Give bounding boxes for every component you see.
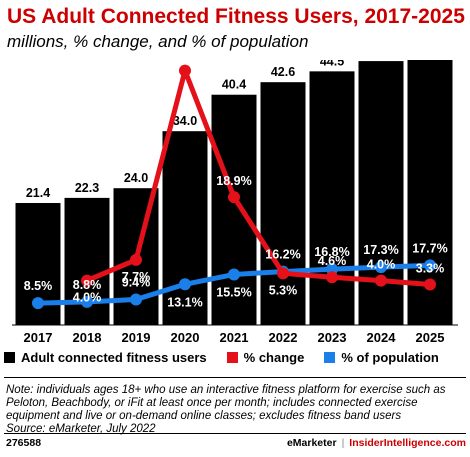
x-tick-2019: 2019	[122, 330, 151, 345]
pop-point-2019	[130, 293, 142, 306]
chg-point-2025	[424, 278, 436, 291]
chart-subtitle: millions, % change, and % of population	[7, 32, 309, 51]
bar-2020	[162, 131, 208, 325]
pop-label-2023: 16.8%	[314, 245, 349, 259]
chg-point-2020	[179, 64, 191, 77]
chg-label-2021: 18.9%	[216, 174, 251, 188]
pop-label-2018: 8.8%	[73, 278, 102, 292]
chg-point-2019	[130, 253, 142, 266]
chg-label-2019: 7.7%	[122, 270, 151, 284]
legend-label-pct-change: % change	[243, 350, 305, 365]
bar-label-2018: 22.3	[75, 181, 99, 195]
pop-label-2021: 15.5%	[216, 285, 251, 299]
x-tick-2018: 2018	[73, 330, 102, 345]
chg-label-2020: 41.5%	[167, 60, 202, 62]
pop-label-2024: 17.3%	[363, 243, 398, 257]
brand-credit: eMarketer | InsiderIntelligence.com	[287, 437, 466, 449]
chg-point-2021	[228, 191, 240, 204]
pop-label-2019: 9.4%	[122, 275, 151, 289]
brand-separator: |	[341, 437, 345, 449]
bar-2022	[260, 82, 306, 326]
legend-item-pct-population: % of population	[324, 350, 439, 365]
chg-label-2024: 4.0%	[367, 258, 396, 272]
source-text: Source: eMarketer, July 2022	[6, 423, 156, 435]
legend-label-bars: Adult connected fitness users	[21, 350, 207, 365]
x-tick-2023: 2023	[318, 330, 347, 345]
combo-chart: 21.4 2017 22.3 2018 24.0 2019 34.0 2020 40.4 2021…	[12, 60, 458, 345]
legend-item-bars: Adult connected fitness users	[4, 350, 207, 365]
chart-title: US Adult Connected Fitness Users, 2017-2…	[7, 5, 465, 28]
chg-point-2022	[277, 267, 289, 280]
pop-point-2021	[228, 268, 240, 281]
x-tick-2017: 2017	[24, 330, 53, 345]
brand-insiderintelligence: InsiderIntelligence.com	[349, 437, 466, 449]
x-tick-2021: 2021	[220, 330, 249, 345]
pop-point-2018	[81, 295, 93, 308]
bar-label-2022: 42.6	[271, 65, 295, 79]
bar-label-2020: 34.0	[173, 114, 197, 128]
x-tick-2024: 2024	[367, 330, 397, 345]
bar-label-2017: 21.4	[26, 186, 50, 200]
chg-label-2018: 4.0%	[73, 291, 102, 305]
chg-label-2023: 4.6%	[318, 254, 347, 268]
pop-label-2025: 17.7%	[412, 241, 447, 255]
chg-point-2023	[326, 271, 338, 284]
bar-2021	[211, 94, 257, 325]
legend-label-pct-population: % of population	[341, 350, 439, 365]
chg-point-2024	[375, 274, 387, 287]
chg-line	[84, 68, 433, 288]
chg-label-2025: 3.3%	[416, 262, 445, 276]
chart-legend: Adult connected fitness users % change %…	[4, 350, 439, 365]
chg-point-2018	[81, 274, 93, 287]
brand-emarketer: eMarketer	[286, 437, 337, 449]
legend-swatch-bars	[4, 352, 15, 363]
x-tick-2025: 2025	[416, 330, 445, 345]
pop-label-2020: 13.1%	[167, 295, 202, 309]
bar-label-2021: 40.4	[222, 78, 246, 92]
note-divider	[4, 377, 466, 378]
bar-label-2019: 24.0	[124, 171, 148, 185]
x-tick-2022: 2022	[269, 330, 298, 345]
pop-label-2022: 16.2%	[265, 248, 300, 262]
x-tick-2020: 2020	[171, 330, 200, 345]
bar-2023	[309, 71, 355, 325]
note-text: Note: individuals ages 18+ who use an in…	[6, 384, 446, 422]
legend-item-pct-change: % change	[226, 350, 305, 365]
pop-point-2024	[375, 261, 387, 274]
pop-label-2017: 8.5%	[24, 279, 53, 293]
pop-point-2020	[179, 278, 191, 291]
chart-note: Note: individuals ages 18+ who use an in…	[6, 384, 466, 436]
legend-swatch-pct-population	[324, 352, 336, 363]
pop-point-2025	[424, 259, 436, 272]
pop-point-2017	[32, 297, 44, 310]
figure-id: 276588	[6, 437, 42, 449]
chg-label-2022: 5.3%	[269, 283, 298, 297]
legend-swatch-pct-change	[226, 352, 238, 363]
bar-label-2023: 44.5	[320, 60, 344, 68]
footer-divider	[4, 433, 466, 434]
